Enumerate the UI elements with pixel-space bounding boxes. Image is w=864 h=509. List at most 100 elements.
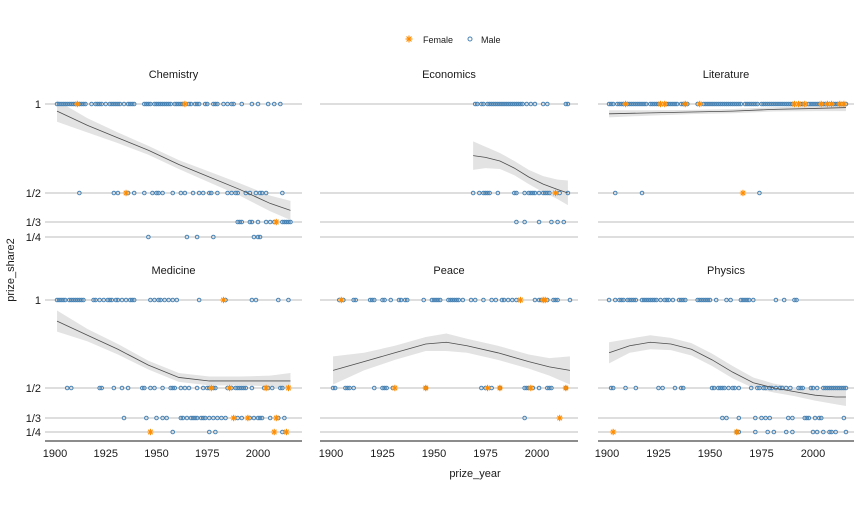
confidence-ribbon bbox=[609, 104, 846, 118]
point-male bbox=[668, 101, 674, 107]
point-male bbox=[213, 429, 218, 435]
point-male bbox=[810, 429, 816, 435]
point-male bbox=[237, 219, 243, 225]
point-male bbox=[182, 190, 188, 196]
point-male bbox=[748, 385, 754, 391]
point-male bbox=[750, 297, 756, 303]
point-male bbox=[495, 101, 501, 107]
point-male bbox=[565, 190, 571, 196]
point-male bbox=[402, 297, 408, 303]
point-male bbox=[229, 101, 234, 107]
point-male bbox=[479, 385, 484, 391]
point-male bbox=[192, 415, 198, 421]
point-male bbox=[695, 297, 700, 303]
x-tick-label: 1925 bbox=[646, 448, 670, 460]
point-male bbox=[660, 385, 665, 391]
point-male bbox=[713, 101, 719, 107]
point-male bbox=[709, 385, 715, 391]
point-female bbox=[338, 296, 345, 304]
point-male bbox=[621, 297, 626, 303]
point-male bbox=[738, 297, 744, 303]
smooth-line bbox=[473, 155, 569, 194]
point-male bbox=[481, 190, 486, 196]
point-female bbox=[273, 218, 280, 226]
point-male bbox=[767, 415, 773, 421]
point-male bbox=[639, 101, 645, 107]
point-male bbox=[483, 190, 488, 196]
point-female bbox=[262, 384, 270, 392]
point-male bbox=[800, 385, 806, 391]
point-male bbox=[612, 297, 618, 303]
point-male bbox=[765, 429, 770, 435]
point-male bbox=[742, 101, 748, 107]
point-male bbox=[647, 297, 653, 303]
point-male bbox=[545, 190, 550, 196]
point-male bbox=[115, 190, 121, 196]
point-male bbox=[831, 385, 836, 391]
y-tick-label: 1/4 bbox=[26, 232, 41, 244]
point-male bbox=[561, 219, 567, 225]
point-male bbox=[547, 190, 552, 196]
point-male bbox=[278, 101, 283, 107]
point-male bbox=[493, 297, 499, 303]
point-male bbox=[672, 385, 678, 391]
point-male bbox=[761, 385, 766, 391]
point-male bbox=[705, 101, 711, 107]
point-male bbox=[347, 385, 352, 391]
point-male bbox=[278, 385, 283, 391]
x-axis-label: prize_year bbox=[449, 468, 501, 480]
point-male bbox=[610, 385, 616, 391]
point-male bbox=[827, 385, 832, 391]
point-male bbox=[255, 234, 261, 240]
point-male bbox=[450, 297, 455, 303]
point-male bbox=[514, 101, 519, 107]
point-male bbox=[282, 415, 287, 421]
point-male bbox=[676, 297, 682, 303]
legend-item-male: Male bbox=[467, 35, 501, 45]
y-tick-label: 1 bbox=[35, 99, 41, 111]
point-male bbox=[718, 385, 723, 391]
point-male bbox=[804, 415, 810, 421]
point-male bbox=[146, 101, 151, 107]
point-male bbox=[382, 385, 387, 391]
point-male bbox=[255, 101, 261, 107]
panel-title-economics: Economics bbox=[422, 69, 476, 81]
point-male bbox=[623, 385, 628, 391]
point-male bbox=[732, 101, 738, 107]
y-tick-label: 1/4 bbox=[26, 427, 41, 439]
point-male bbox=[821, 429, 826, 435]
point-male bbox=[812, 101, 818, 107]
point-male bbox=[81, 297, 86, 303]
point-female bbox=[739, 189, 747, 197]
point-male bbox=[215, 190, 220, 196]
point-male bbox=[829, 385, 834, 391]
point-male bbox=[790, 415, 795, 421]
y-tick-label: 1/2 bbox=[26, 188, 41, 200]
point-male bbox=[682, 297, 688, 303]
point-male bbox=[680, 385, 686, 391]
point-male bbox=[785, 101, 791, 107]
point-female bbox=[818, 100, 825, 108]
point-male bbox=[249, 385, 255, 391]
point-male bbox=[771, 429, 777, 435]
point-male bbox=[178, 415, 184, 421]
point-male bbox=[837, 385, 843, 391]
point-male bbox=[641, 101, 647, 107]
point-male bbox=[536, 219, 542, 225]
point-male bbox=[757, 190, 762, 196]
point-male bbox=[259, 415, 265, 421]
point-male bbox=[371, 385, 377, 391]
point-male bbox=[810, 385, 816, 391]
x-tick-label: 1975 bbox=[473, 448, 497, 460]
point-male bbox=[509, 297, 515, 303]
confidence-ribbon bbox=[57, 100, 291, 220]
point-male bbox=[608, 385, 614, 391]
point-male bbox=[757, 385, 762, 391]
panel-peace: Peace 1900 1925 1950 1975 2000 bbox=[319, 265, 578, 460]
point-male bbox=[771, 101, 777, 107]
point-female bbox=[552, 189, 559, 197]
point-male bbox=[489, 297, 494, 303]
point-male bbox=[503, 101, 509, 107]
point-male bbox=[206, 190, 212, 196]
point-female bbox=[657, 100, 664, 108]
